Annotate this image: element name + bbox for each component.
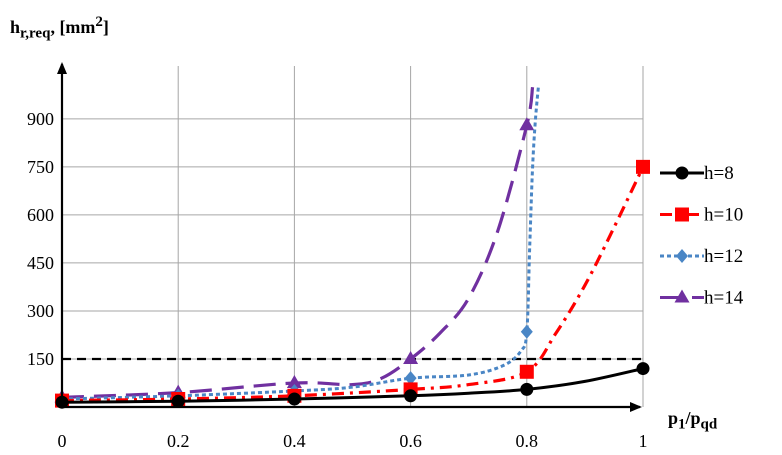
x-axis-label: p1/pqd	[668, 408, 717, 434]
legend-marker	[676, 249, 688, 263]
y-axis-label-main: h	[10, 17, 21, 37]
y-axis-label-unit-exponent: 2	[95, 14, 103, 30]
data-point	[403, 350, 419, 364]
axes	[57, 62, 642, 412]
x-tick-label: 0.8	[516, 431, 539, 451]
x-axis-label-denominator-subscript: qd	[700, 416, 718, 433]
tick-labels: 0 0.2 0.4 0.6 0.8 1 150 300 450 600 750 900	[27, 109, 648, 451]
legend-item-h=8: h=8	[660, 163, 734, 184]
x-axis-label-denominator: /p	[685, 408, 701, 428]
legend-label: h=14	[704, 288, 744, 309]
legend-marker	[675, 207, 689, 222]
y-tick-label: 450	[27, 253, 54, 273]
data-point	[520, 324, 533, 339]
y-tick-label: 900	[27, 109, 54, 129]
x-tick-label: 0	[58, 431, 67, 451]
y-tick-label: 150	[27, 349, 54, 369]
data-point	[519, 117, 535, 131]
x-axis-label-p-subscript: 1	[678, 416, 686, 433]
data-point	[519, 364, 534, 379]
data-point	[404, 371, 417, 386]
series-h=10	[55, 159, 650, 408]
legend-label: h=8	[704, 163, 734, 184]
legend-label: h=12	[704, 246, 743, 267]
x-tick-label: 1	[639, 431, 648, 451]
data-point	[171, 394, 185, 408]
y-axis-label-subscript: r,req	[20, 25, 51, 42]
x-tick-label: 0.6	[399, 431, 422, 451]
y-tick-label: 600	[27, 205, 54, 225]
y-axis-label-unit-close: ]	[102, 17, 109, 37]
legend-item-h=14: h=14	[660, 288, 744, 309]
legend: h=8 h=10 h=12 h=14	[660, 163, 744, 309]
y-tick-label: 300	[27, 301, 54, 321]
data-point	[636, 159, 650, 174]
legend-marker	[675, 166, 689, 180]
legend-marker	[674, 289, 690, 303]
legend-item-h=12: h=12	[660, 246, 743, 267]
x-tick-label: 0.4	[283, 431, 306, 451]
data-point	[286, 374, 302, 388]
legend-label: h=10	[704, 205, 743, 226]
data-point	[404, 389, 418, 403]
data-point	[520, 382, 534, 396]
y-tick-label: 750	[27, 157, 54, 177]
legend-item-h=10: h=10	[660, 205, 743, 226]
grid-lines	[62, 66, 644, 407]
x-axis-label-p: p	[668, 408, 679, 428]
data-point	[287, 392, 301, 406]
y-axis-label-unit: , [mm	[50, 17, 96, 37]
series-line	[61, 86, 540, 401]
data-series	[54, 86, 650, 409]
series-line	[61, 166, 645, 403]
series-line	[61, 86, 535, 399]
x-tick-label: 0.2	[167, 431, 190, 451]
y-axis-label: hr,req, [mm2]	[10, 14, 109, 43]
data-point	[636, 362, 650, 376]
